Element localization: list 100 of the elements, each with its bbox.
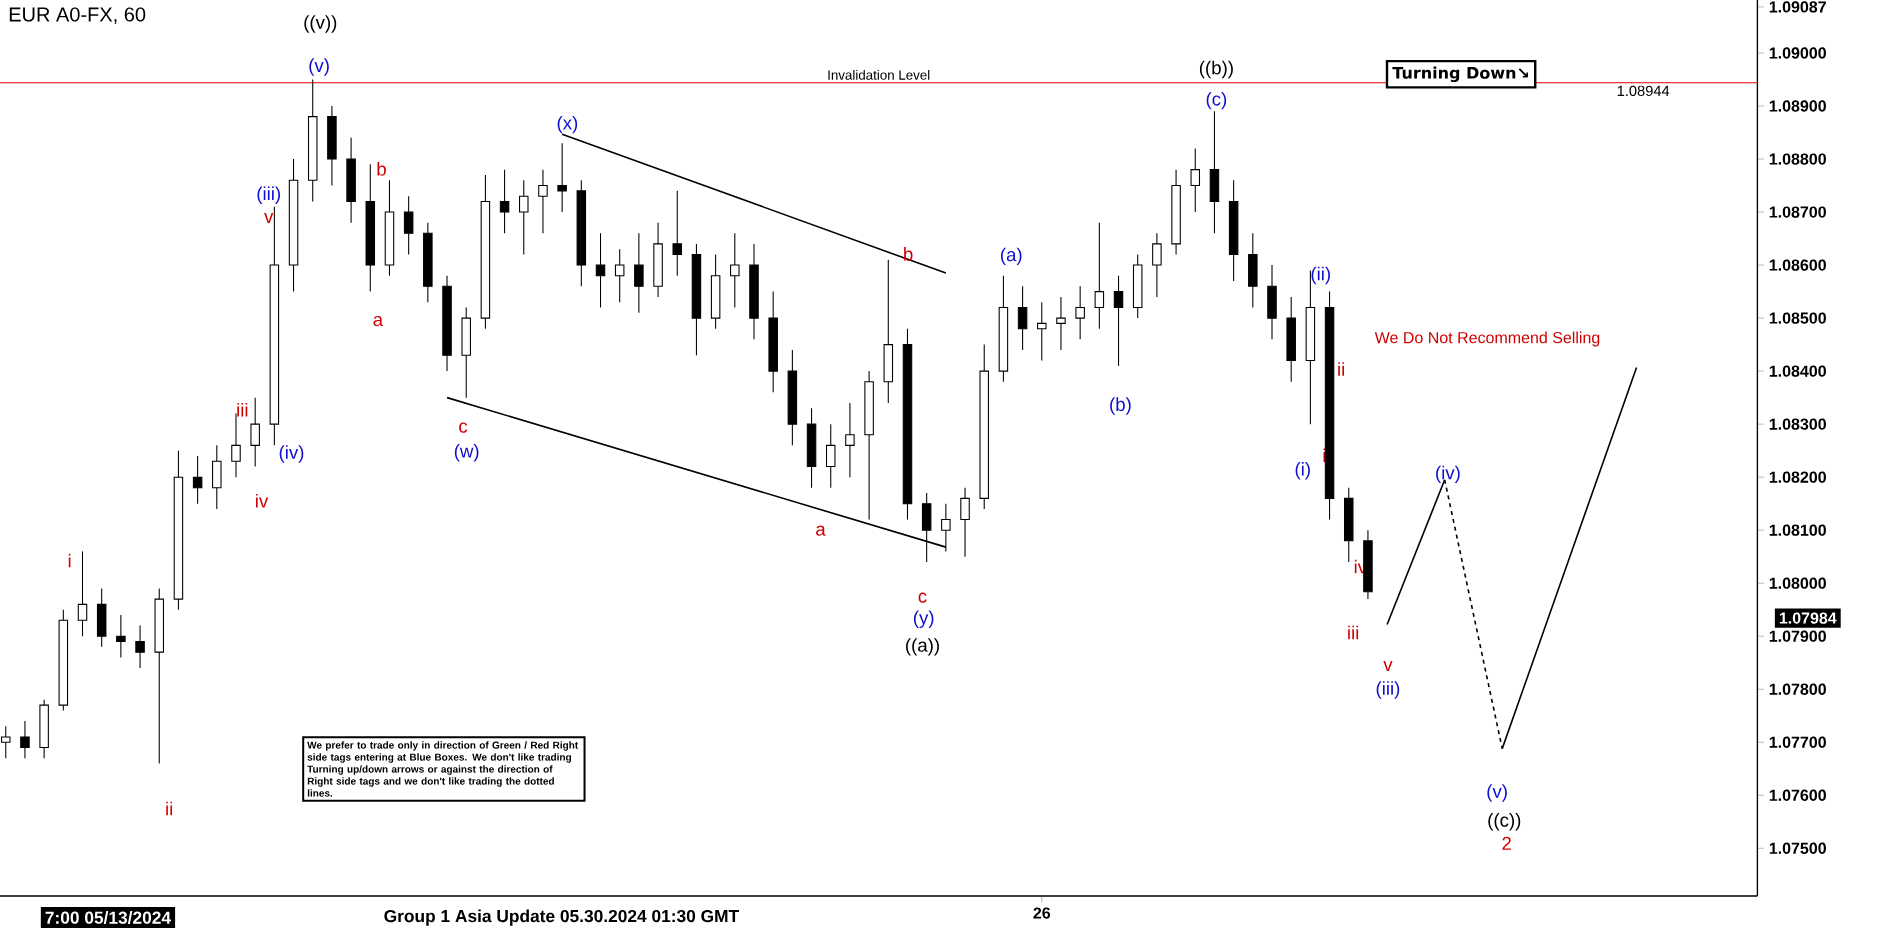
- candlestick: [845, 402, 855, 478]
- annotation: (v): [1487, 784, 1507, 802]
- candlestick: [864, 370, 874, 521]
- annotation: ((v)): [304, 15, 337, 33]
- text: 1.07984: [1779, 612, 1837, 624]
- y-tick-label: 1.08800: [1769, 153, 1826, 165]
- candlestick: [346, 137, 356, 224]
- candlestick: [1248, 232, 1258, 309]
- candlestick: [825, 423, 836, 489]
- y-tick-label: 1.09000: [1769, 47, 1826, 59]
- candlestick: [691, 243, 702, 356]
- y-tick-label: 1.08500: [1769, 312, 1826, 324]
- candlestick: [1343, 487, 1354, 563]
- annotation: a: [373, 315, 384, 327]
- annotation: Turning Down↘: [1392, 66, 1529, 83]
- candlestick: [1286, 296, 1296, 383]
- candlestick: [672, 190, 683, 277]
- annotation: (ii): [1311, 266, 1330, 285]
- y-tick-label: 1.07800: [1769, 683, 1826, 695]
- y-tick-label: 1.07900: [1769, 630, 1826, 642]
- candlestick: [1190, 147, 1201, 213]
- annotation: c: [459, 422, 468, 433]
- candlestick: [39, 699, 49, 759]
- y-tick-label: 1.08100: [1769, 524, 1826, 536]
- candlestick: [173, 450, 184, 611]
- candlestick: [96, 587, 107, 648]
- y-tick-label: 1.08300: [1769, 418, 1826, 430]
- y-tick-label: 1.08700: [1769, 206, 1826, 218]
- candlestick: [365, 163, 376, 293]
- candlestick: [998, 275, 1009, 383]
- candlestick: [538, 169, 548, 234]
- candlestick: [1363, 529, 1373, 600]
- candlestick: [1324, 291, 1335, 521]
- annotation: b: [904, 247, 913, 261]
- candlestick: [1094, 222, 1105, 330]
- annotation: 1.08944: [1617, 85, 1670, 97]
- annotation: ((a)): [906, 638, 939, 656]
- annotation: ((c)): [1488, 813, 1521, 831]
- candlestick: [1209, 110, 1220, 234]
- candlestick: [403, 195, 414, 256]
- candlestick: [768, 291, 778, 393]
- candlestick: [979, 344, 989, 510]
- annotation: We Do Not Recommend Selling: [1374, 331, 1600, 347]
- candlestick: [135, 625, 145, 669]
- annotation: iii: [1348, 625, 1359, 640]
- annotation: ((b)): [1199, 60, 1233, 79]
- annotation: (x): [557, 115, 578, 134]
- candlestick: [614, 248, 625, 303]
- chart-title: EUR A0-FX, 60: [9, 7, 146, 24]
- y-tick-label: 1.08900: [1769, 100, 1826, 112]
- candlestick: [480, 174, 491, 330]
- candlestick: [116, 614, 126, 658]
- candlestick: [288, 158, 299, 293]
- candlestick: [192, 455, 203, 505]
- candlestick: [20, 720, 30, 759]
- candlestick: [499, 169, 510, 234]
- annotation: (iv): [1436, 465, 1460, 484]
- annotation: (c): [1206, 91, 1227, 110]
- x-tick-label: 26: [1033, 907, 1051, 919]
- y-tick-label: 1.07700: [1769, 736, 1826, 748]
- annotation: (a): [1001, 247, 1022, 266]
- candlestick: [634, 232, 644, 314]
- candlestick: [806, 407, 817, 489]
- annotation: i: [68, 553, 71, 568]
- candlestick: [212, 444, 222, 510]
- ref-line-label: Invalidation Level: [828, 69, 930, 80]
- candlestick: [710, 253, 721, 330]
- candlestick: [883, 259, 894, 404]
- annotation: We prefer to trade only in direction of Green / Red Right side tags entering at Blue Boxes. We don't like trading Turning up/down arrows or against the direction of Right side tags and we don't like trading the dotted lines.: [307, 741, 579, 797]
- y-tick-label: 1.09087: [1769, 1, 1826, 13]
- candlestick: [384, 179, 395, 277]
- annotation: ii: [1338, 362, 1345, 376]
- candlestick: [730, 232, 740, 309]
- annotation: b: [377, 162, 386, 176]
- candlestick: [1152, 232, 1162, 298]
- annotation: (w): [454, 444, 479, 462]
- candlestick: [557, 142, 567, 213]
- annotation: (y): [913, 610, 934, 628]
- annotation: (i): [1295, 462, 1310, 480]
- annotation: ii: [166, 801, 173, 816]
- y-tick-label: 1.08400: [1769, 365, 1826, 377]
- annotation: (iv): [279, 445, 304, 463]
- candlestick: [327, 105, 337, 187]
- y-tick-label: 1.08000: [1769, 577, 1826, 589]
- candlestick: [1267, 264, 1277, 340]
- annotation: i: [1323, 448, 1326, 462]
- annotation: (iii): [257, 186, 280, 204]
- candlestick: [749, 243, 759, 340]
- candlestick: [595, 232, 606, 309]
- annotation: (b): [1110, 397, 1131, 415]
- candlestick: [519, 179, 529, 256]
- candlestick: [576, 179, 587, 287]
- candlestick: [250, 397, 260, 468]
- annotation: a: [816, 525, 826, 536]
- annotation: v: [1383, 661, 1393, 671]
- candlestick: [442, 275, 452, 372]
- annotation: 2: [1502, 836, 1511, 850]
- candlestick: [307, 78, 318, 202]
- candlestick: [461, 306, 471, 399]
- y-tick-label: 1.07500: [1769, 842, 1826, 854]
